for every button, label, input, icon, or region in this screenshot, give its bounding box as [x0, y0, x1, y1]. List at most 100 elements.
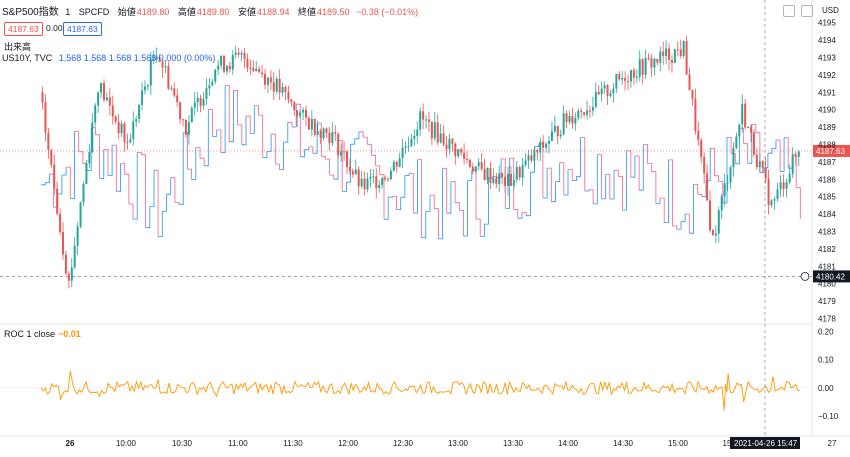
us10y-step: [643, 144, 648, 164]
candle-body: [603, 85, 606, 89]
price-tick-label: 4178: [818, 315, 836, 324]
us10y-step: [572, 176, 577, 181]
candle-body: [304, 109, 307, 118]
candle-body: [559, 134, 562, 137]
us10y-step: [601, 174, 607, 200]
candle-body: [214, 69, 217, 82]
candle-body: [100, 82, 103, 93]
us10y-values: 1.568 1.568 1.568 1.568 0.000 (0.00%): [58, 53, 216, 63]
us10y-step: [216, 129, 222, 153]
us10y-legend[interactable]: US10Y, TVC 1.568 1.568 1.568 1.568 0.000…: [2, 53, 215, 63]
blue-price-tag: 4187.63: [63, 22, 102, 36]
candle-body: [196, 97, 199, 103]
candle-body: [164, 66, 167, 68]
crosshair-price-label: 4180.42: [816, 272, 845, 281]
us10y-step: [455, 202, 460, 211]
us10y-step: [747, 124, 753, 164]
us10y-step: [710, 147, 715, 176]
us10y-step: [170, 177, 176, 203]
maximize-button[interactable]: [783, 5, 795, 17]
us10y-step: [57, 175, 63, 195]
candle-body: [545, 143, 548, 148]
candle-body: [44, 102, 47, 133]
us10y-step: [66, 166, 71, 199]
candle-body: [281, 87, 284, 93]
us10y-step: [179, 132, 184, 205]
candle-body: [369, 176, 372, 179]
us10y-step: [580, 137, 586, 191]
candle-body: [685, 40, 688, 75]
symbol-name[interactable]: S&P500指数: [2, 7, 59, 18]
us10y-step: [358, 131, 364, 138]
collapse-button[interactable]: [801, 5, 813, 17]
candle-body: [553, 125, 556, 132]
candle-body: [246, 58, 249, 68]
us10y-step: [459, 209, 464, 236]
time-tick-label: 11:00: [228, 439, 248, 448]
candle-body: [363, 178, 366, 190]
us10y-step: [266, 134, 272, 152]
candle-body: [82, 183, 85, 203]
candle-body: [354, 169, 357, 175]
us10y-step: [74, 131, 80, 152]
last-price-label: 4187.63: [816, 147, 845, 156]
us10y-step: [375, 165, 381, 175]
roc-tick-label: −0.10: [818, 412, 839, 421]
volume-label[interactable]: 出来高: [4, 42, 32, 52]
us10y-step: [513, 209, 519, 219]
us10y-step: [162, 194, 167, 212]
price-tick-label: 4189: [818, 123, 836, 132]
us10y-step: [450, 181, 456, 203]
interval[interactable]: 1: [65, 7, 71, 17]
candle-body: [404, 146, 407, 148]
candle-body: [155, 56, 158, 60]
candle-body: [723, 183, 726, 197]
time-tick-label: 15:00: [668, 439, 689, 448]
us10y-step: [174, 202, 180, 205]
candle-body: [703, 157, 706, 174]
candle-body: [170, 88, 173, 90]
price-tick-label: 4182: [818, 245, 836, 254]
candle-body: [179, 101, 182, 120]
roc-legend[interactable]: ROC 1 close −0.01: [4, 329, 81, 339]
candle-body: [375, 176, 378, 189]
us10y-step: [676, 221, 682, 230]
crosshair-date-label: 2021-04-26 15:47: [734, 439, 798, 448]
candle-body: [533, 149, 536, 161]
candle-body: [237, 52, 240, 55]
candle-body: [146, 85, 149, 87]
us10y-step: [246, 115, 251, 134]
us10y-step: [287, 122, 293, 127]
us10y-step: [780, 137, 785, 172]
candle-body: [530, 155, 533, 161]
candle-body: [322, 128, 325, 138]
candle-body: [67, 273, 70, 281]
us10y-step: [739, 127, 745, 144]
us10y-step: [237, 124, 243, 145]
time-tick-label: 13:00: [448, 439, 469, 448]
us10y-step: [283, 122, 289, 143]
us10y-step: [442, 167, 448, 214]
close-label: 終値: [298, 7, 317, 17]
candle-body: [290, 99, 293, 102]
candle-body: [132, 121, 135, 140]
roc-name: ROC 1 close: [4, 329, 56, 339]
candle-body: [565, 113, 568, 122]
us10y-step: [763, 153, 769, 169]
us10y-step: [133, 152, 138, 220]
candle-body: [460, 149, 463, 153]
candle-body: [735, 136, 738, 149]
us10y-step: [685, 213, 690, 234]
open-label: 始値: [117, 7, 136, 17]
candle-body: [562, 113, 565, 135]
us10y-step: [300, 149, 305, 158]
us10y-step: [112, 144, 117, 192]
us10y-step: [722, 137, 728, 204]
us10y-step: [195, 147, 201, 159]
candle-body: [307, 117, 310, 130]
candle-body: [468, 159, 471, 167]
candle-body: [539, 141, 542, 153]
us10y-step: [95, 134, 100, 179]
